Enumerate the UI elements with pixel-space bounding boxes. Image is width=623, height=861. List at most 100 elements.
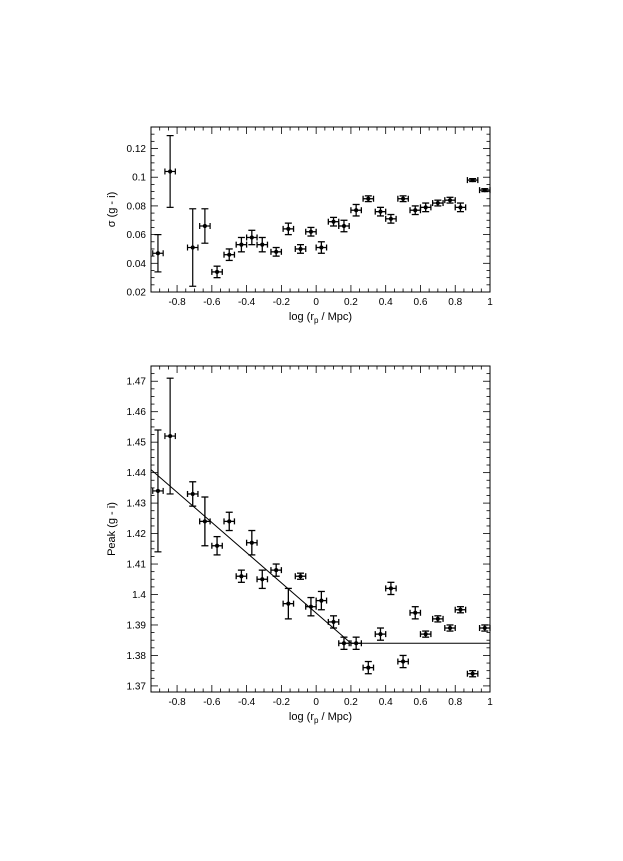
data-point	[385, 213, 397, 224]
data-point	[245, 229, 258, 246]
point-marker	[202, 519, 207, 524]
x-tick-label: 1	[487, 297, 493, 308]
point-marker	[341, 223, 347, 229]
point-marker	[435, 200, 440, 206]
point-marker	[482, 188, 487, 193]
point-marker	[413, 610, 418, 615]
point-marker	[366, 665, 371, 670]
x-tick-label: 0.4	[379, 297, 393, 308]
y-tick-label: 0.1	[132, 173, 146, 184]
y-tick-label: 1.42	[127, 529, 147, 540]
data-point	[256, 569, 269, 590]
y-tick-label: 1.4	[132, 590, 146, 601]
data-point	[223, 248, 236, 262]
data-point	[409, 205, 422, 216]
point-marker	[354, 641, 359, 646]
peak-panel: -0.8 -0.6 -0.4 -0.2 0 0.2 0.4 0.6 0.8 1 1.37 1.38 1.…	[106, 365, 493, 725]
point-marker	[447, 625, 453, 631]
data-point	[315, 590, 328, 611]
data-point	[338, 636, 350, 650]
data-point	[223, 511, 236, 532]
data-point	[294, 572, 307, 580]
x-tick-label: 0	[313, 297, 319, 308]
x-tick-label: 0.8	[448, 297, 462, 308]
y-tick-label: 1.38	[127, 651, 147, 662]
data-point	[327, 216, 340, 227]
y-tick-label: 1.47	[127, 377, 147, 388]
point-marker	[482, 625, 487, 631]
data-point	[350, 203, 363, 217]
data-point	[152, 234, 164, 273]
point-marker	[400, 196, 406, 201]
data-point	[350, 636, 363, 650]
data-point	[186, 481, 199, 507]
fit-line	[150, 469, 490, 644]
data-point	[282, 587, 295, 620]
data-point	[478, 187, 491, 194]
point-marker	[274, 249, 279, 254]
data-point	[454, 202, 467, 213]
y-tick-label: 0.04	[127, 259, 147, 270]
x-tick-label: 0.8	[448, 697, 462, 708]
point-marker	[298, 246, 303, 252]
point-marker	[331, 219, 336, 224]
y-tick-label: 0.02	[127, 288, 147, 299]
point-marker	[423, 632, 428, 637]
point-marker	[423, 205, 428, 210]
data-point	[385, 581, 397, 596]
y-tick-label: 0.06	[127, 230, 147, 241]
x-axis-label: log (rp / Mpc)	[289, 711, 352, 725]
sigma-panel: -0.8 -0.6 -0.4 -0.2 0 0.2 0.4 0.6 0.8 1 0.02 0.04 0.…	[106, 126, 493, 325]
data-point	[305, 226, 317, 237]
data-point	[419, 630, 432, 638]
point-marker	[458, 205, 463, 210]
point-marker	[260, 242, 265, 247]
data-point	[338, 219, 350, 233]
x-tick-label: 1	[487, 697, 493, 708]
point-marker	[308, 604, 314, 609]
y-tick-label: 1.45	[127, 438, 147, 449]
y-tick-label: 1.37	[127, 681, 147, 692]
point-marker	[214, 269, 220, 275]
plot-frame	[150, 126, 491, 293]
point-marker	[388, 216, 394, 221]
x-tick-label: 0	[313, 697, 319, 708]
data-point	[397, 654, 409, 669]
point-marker	[239, 574, 244, 579]
data-point	[152, 429, 164, 553]
x-tick-label: 0.6	[414, 697, 428, 708]
data-point	[164, 377, 176, 495]
data-point	[199, 208, 211, 244]
data-point	[374, 206, 387, 217]
data-point	[362, 660, 375, 675]
point-marker	[378, 209, 383, 214]
point-marker	[470, 671, 475, 676]
x-tick-label: -0.2	[273, 297, 291, 308]
y-tick-label: 1.39	[127, 620, 147, 631]
data-point	[164, 135, 176, 208]
point-marker	[400, 659, 406, 664]
point-marker	[168, 169, 173, 174]
x-tick-label: -0.4	[238, 697, 256, 708]
point-marker	[354, 208, 359, 213]
point-marker	[249, 235, 254, 240]
point-marker	[458, 607, 463, 612]
x-axis-label: log (rp / Mpc)	[289, 311, 352, 325]
data-point	[305, 596, 317, 617]
data-point	[444, 624, 456, 632]
data-point	[211, 535, 223, 556]
x-tick-label: -0.6	[203, 697, 221, 708]
x-tick-label: -0.4	[238, 297, 256, 308]
x-tick-label: 0.2	[344, 297, 358, 308]
x-tick-label: -0.8	[168, 697, 186, 708]
point-marker	[388, 586, 394, 591]
data-point	[466, 670, 479, 678]
point-marker	[331, 619, 336, 625]
x-tick-label: -0.2	[273, 697, 291, 708]
point-marker	[286, 601, 291, 606]
point-marker	[447, 198, 453, 203]
data-point	[282, 222, 295, 236]
data-point	[431, 199, 444, 207]
point-marker	[341, 641, 347, 646]
